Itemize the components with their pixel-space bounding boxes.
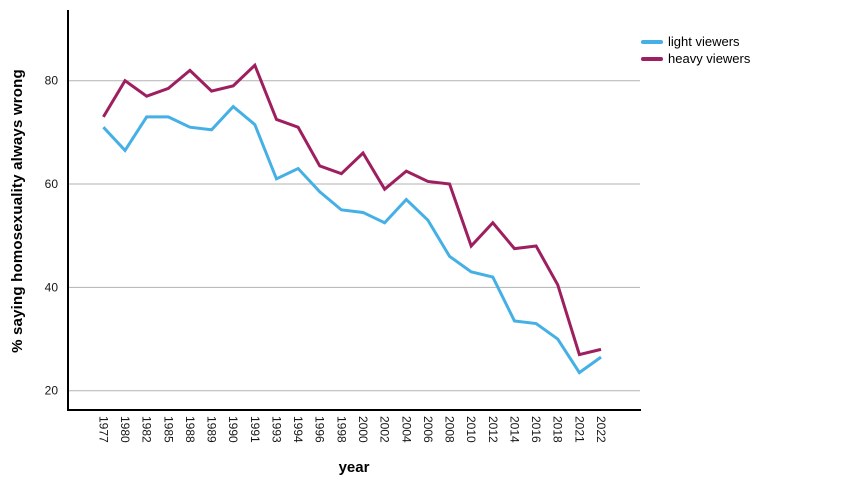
x-tick-label: 2002 [378,416,392,443]
x-tick-label: 1993 [269,416,283,443]
legend-label: light viewers [668,34,740,49]
x-tick-label: 1991 [248,416,262,443]
x-tick-label: 1980 [118,416,132,443]
series-line-light-viewers [102,104,602,375]
x-tick-label: 2021 [572,416,586,443]
x-tick-label: 2010 [464,416,478,443]
x-tick-label: 2008 [443,416,457,443]
x-axis-title: year [338,459,370,476]
y-tick-label: 20 [45,384,59,398]
legend-item: heavy viewers [641,52,750,66]
x-tick-label: 1985 [161,416,175,443]
series-line-heavy-viewers [102,62,602,357]
x-tick-label: 1998 [334,416,348,443]
x-tick-label: 2014 [507,416,521,443]
x-tick-label: 1982 [140,416,154,443]
x-tick-label: 1989 [205,416,219,443]
x-tick-label: 2006 [421,416,435,443]
x-tick-label: 2012 [486,416,500,443]
y-tick-label: 80 [45,74,59,88]
x-tick-label: 1996 [313,416,327,443]
x-tick-label: 1988 [183,416,197,443]
x-tick-label: 2000 [356,416,370,443]
legend-line-swatch [641,57,663,61]
legend-label: heavy viewers [668,51,751,66]
x-tick-label: 1990 [226,416,240,443]
legend-item: light viewers [641,35,750,49]
legend-line-swatch [641,40,663,44]
x-tick-label: 1994 [291,416,305,443]
x-tick-label: 2004 [399,416,413,443]
x-tick-label: 1977 [96,416,110,443]
y-tick-label: 60 [45,177,59,191]
x-tick-label: 2016 [529,416,543,443]
y-axis-title: % saying homosexuality always wrong [9,69,26,353]
x-tick-label: 2022 [594,416,608,443]
legend: light viewers heavy viewers [641,35,750,66]
y-tick-label: 40 [45,280,59,294]
x-tick-label: 2018 [551,416,565,443]
